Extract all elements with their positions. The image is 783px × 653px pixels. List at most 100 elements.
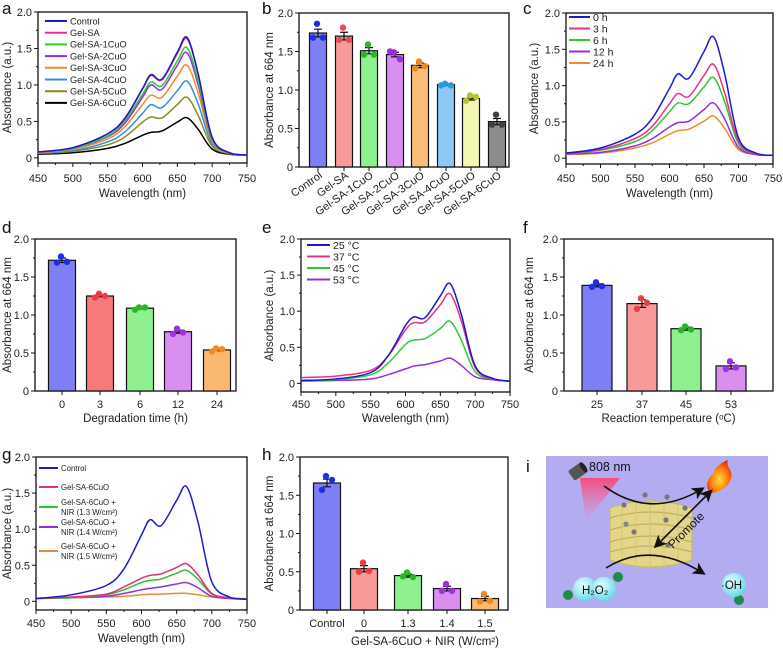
series-line xyxy=(300,282,511,382)
legend-label: 25 °C xyxy=(333,240,360,252)
x-tick-label: Control xyxy=(309,618,344,630)
x-tick-label: 700 xyxy=(203,173,221,185)
data-point xyxy=(415,58,423,65)
panel-letter: b xyxy=(262,0,271,18)
panel-f-chart: f 0 0.5 1.0 1.5 2.0 Absorbance at 664 nm 25 37 45… xyxy=(523,218,774,425)
series-line xyxy=(300,292,511,382)
y-tick-label: 0.5 xyxy=(545,117,560,129)
x-tick-label: 600 xyxy=(132,618,150,630)
y-tick-label: 0 xyxy=(24,596,30,608)
data-point xyxy=(448,587,456,595)
data-point xyxy=(169,330,177,338)
x-tick-label: 45 xyxy=(680,399,692,411)
data-point xyxy=(486,597,494,605)
bar xyxy=(670,328,702,392)
y-axis-label: Absorbance (a.u.) xyxy=(2,42,14,134)
y-tick-label: 1.5 xyxy=(545,44,560,56)
data-point xyxy=(681,323,689,330)
data-point xyxy=(365,567,373,575)
legend-label: NIR (1.5 W/cm²) xyxy=(61,552,118,561)
data-point xyxy=(345,36,353,44)
data-point xyxy=(409,573,417,581)
bar xyxy=(163,331,193,392)
data-point xyxy=(57,253,65,260)
y-tick-label: 2.0 xyxy=(543,234,558,246)
series-line xyxy=(35,581,248,600)
legend-label: Gel-SA-6CuO xyxy=(70,98,127,108)
data-point xyxy=(179,329,187,336)
data-point xyxy=(462,97,470,104)
hydroxyl-radical-icon xyxy=(722,573,746,605)
panel-a-chart: a 0 0.5 1.0 1.5 2.0 Absorbance (a.u.) 450 500 550… xyxy=(2,0,256,200)
legend-label: Control xyxy=(61,464,86,473)
series-line xyxy=(37,80,248,156)
legend-label: Gel-SA-6CuO + xyxy=(61,498,116,507)
x-axis-label: Wavelength (nm) xyxy=(98,633,185,645)
y-tick-label: 1.5 xyxy=(280,270,295,282)
data-point xyxy=(141,304,149,311)
legend-label: Gel-SA-2CuO xyxy=(70,51,127,61)
y-axis-label: Absorbance (a.u.) xyxy=(529,43,541,135)
series-line xyxy=(35,562,248,600)
x-tick-label: 650 xyxy=(695,173,713,185)
data-point xyxy=(437,82,445,89)
y-tick-label: 0 xyxy=(287,162,293,174)
data-point xyxy=(687,326,695,333)
x-tick-label: 500 xyxy=(64,173,82,185)
panel-letter: d xyxy=(2,218,11,237)
y-tick-label: 2.0 xyxy=(17,7,32,19)
x-tick-label: 650 xyxy=(168,173,186,185)
reaction-arrow xyxy=(605,554,706,575)
x-tick-label: 650 xyxy=(167,618,185,630)
data-point xyxy=(492,111,500,118)
data-point xyxy=(466,92,474,99)
h2o2-label: H₂O₂ xyxy=(582,585,608,597)
fire-icon xyxy=(707,460,732,493)
bar xyxy=(308,32,328,168)
x-tick-label: 450 xyxy=(29,173,47,185)
x-tick-label: 700 xyxy=(466,399,484,411)
x-tick-label: 3 xyxy=(97,399,103,411)
y-axis-label: Absorbance (a.u.) xyxy=(2,488,14,580)
x-tick-label: 37 xyxy=(636,399,648,411)
y-tick-label: 1.5 xyxy=(543,272,558,284)
data-point xyxy=(447,82,455,89)
data-point xyxy=(726,358,734,365)
data-point xyxy=(95,290,103,297)
legend-label: 3 h xyxy=(593,23,608,35)
x-tick-label: 550 xyxy=(626,173,644,185)
laser-icon xyxy=(568,462,588,481)
x-axis-label: Wavelength (nm) xyxy=(626,188,713,200)
y-tick-label: 0.5 xyxy=(543,348,558,360)
y-tick-label: 1.5 xyxy=(279,490,294,502)
legend-label: Gel-SA-1CuO xyxy=(70,40,127,50)
data-point xyxy=(173,325,181,332)
legend-label: Gel-SA-3CuO xyxy=(70,63,127,73)
data-point xyxy=(101,292,109,300)
x-tick-label: 650 xyxy=(431,399,449,411)
x-tick-label: 500 xyxy=(327,399,345,411)
x-tick-label: 53 xyxy=(725,399,737,411)
y-tick-label: 0.5 xyxy=(17,116,32,128)
panel-letter: g xyxy=(2,445,11,464)
x-axis-label: Reaction temperature (ᵒC) xyxy=(601,413,735,425)
series-line xyxy=(35,485,248,600)
data-point xyxy=(476,598,484,605)
x-tick-label: 0 xyxy=(59,399,65,411)
bar xyxy=(393,574,423,611)
x-axis-label: Degradation time (h) xyxy=(83,413,188,425)
y-tick-label: 2.0 xyxy=(279,452,294,464)
y-tick-label: 2.0 xyxy=(545,8,560,20)
data-point xyxy=(411,65,419,72)
y-tick-label: 0 xyxy=(552,386,558,398)
data-point xyxy=(328,476,336,484)
data-point xyxy=(643,299,651,307)
panel-g-chart: g 0 0.5 1.0 1.5 2.0 Absorbance (a.u.) 450 500 550… xyxy=(2,445,256,645)
legend-label: NIR (1.4 W/cm²) xyxy=(61,528,118,537)
data-point xyxy=(319,34,327,41)
series-line xyxy=(37,116,248,156)
bar xyxy=(581,284,613,392)
data-point xyxy=(442,580,450,588)
